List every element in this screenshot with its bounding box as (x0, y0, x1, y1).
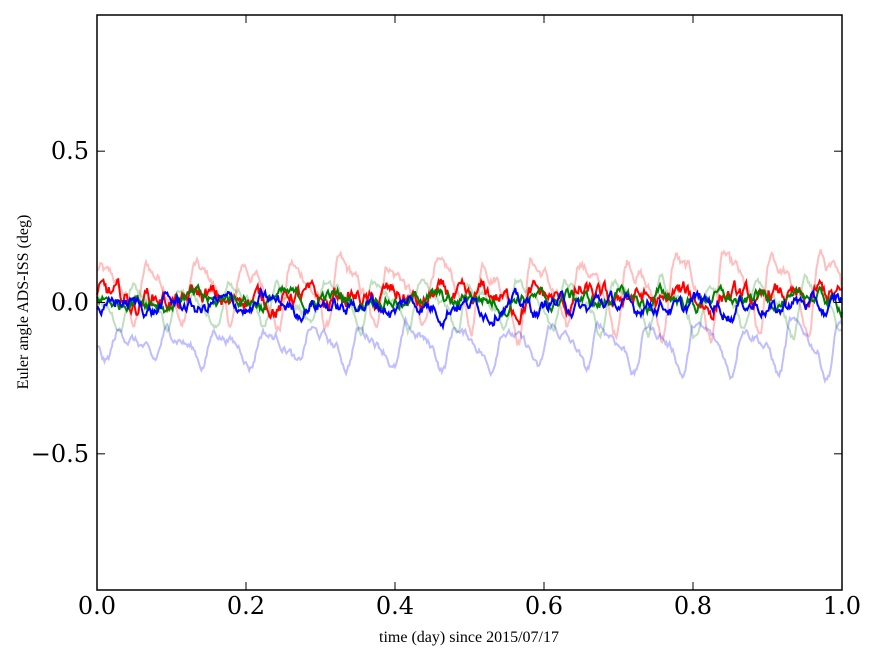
series-line-yaw (96, 286, 843, 331)
y-tick-label: 0.5 (51, 137, 89, 165)
y-tick-label: 0.0 (51, 289, 89, 317)
x-tick-label: 0.4 (376, 592, 414, 620)
y-axis-label: Euler angle ADS-ISS (deg) (15, 215, 32, 390)
series-line-yaw-raw (96, 315, 843, 385)
x-axis-label: time (day) since 2015/07/17 (379, 629, 559, 646)
x-tick-label: 0.0 (78, 592, 116, 620)
x-tick-label: 1.0 (823, 592, 861, 620)
x-tick-label: 0.6 (525, 592, 563, 620)
tick-layer: 0.0 0.2 0.4 0.6 0.8 1.0 −0.5 0.0 0.5 (31, 15, 861, 620)
plot-frame (96, 14, 843, 591)
y-tick-label: −0.5 (31, 440, 89, 468)
x-tick-label: 0.2 (227, 592, 265, 620)
series-layer (96, 249, 843, 385)
x-tick-label: 0.8 (674, 592, 712, 620)
